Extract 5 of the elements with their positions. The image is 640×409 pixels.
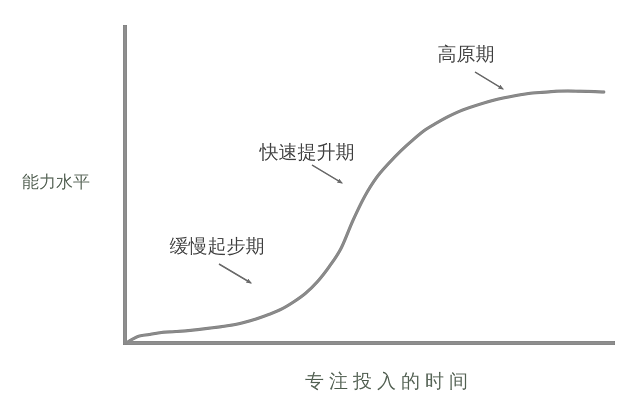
y-axis-title: 能力水平 — [22, 172, 90, 192]
annotation-text: 高原期 — [438, 44, 494, 66]
annotation-text: 快速提升期 — [260, 142, 354, 164]
x-axis-title: 专注投入的时间 — [305, 372, 473, 392]
annotation-text: 缓慢起步期 — [170, 236, 264, 258]
